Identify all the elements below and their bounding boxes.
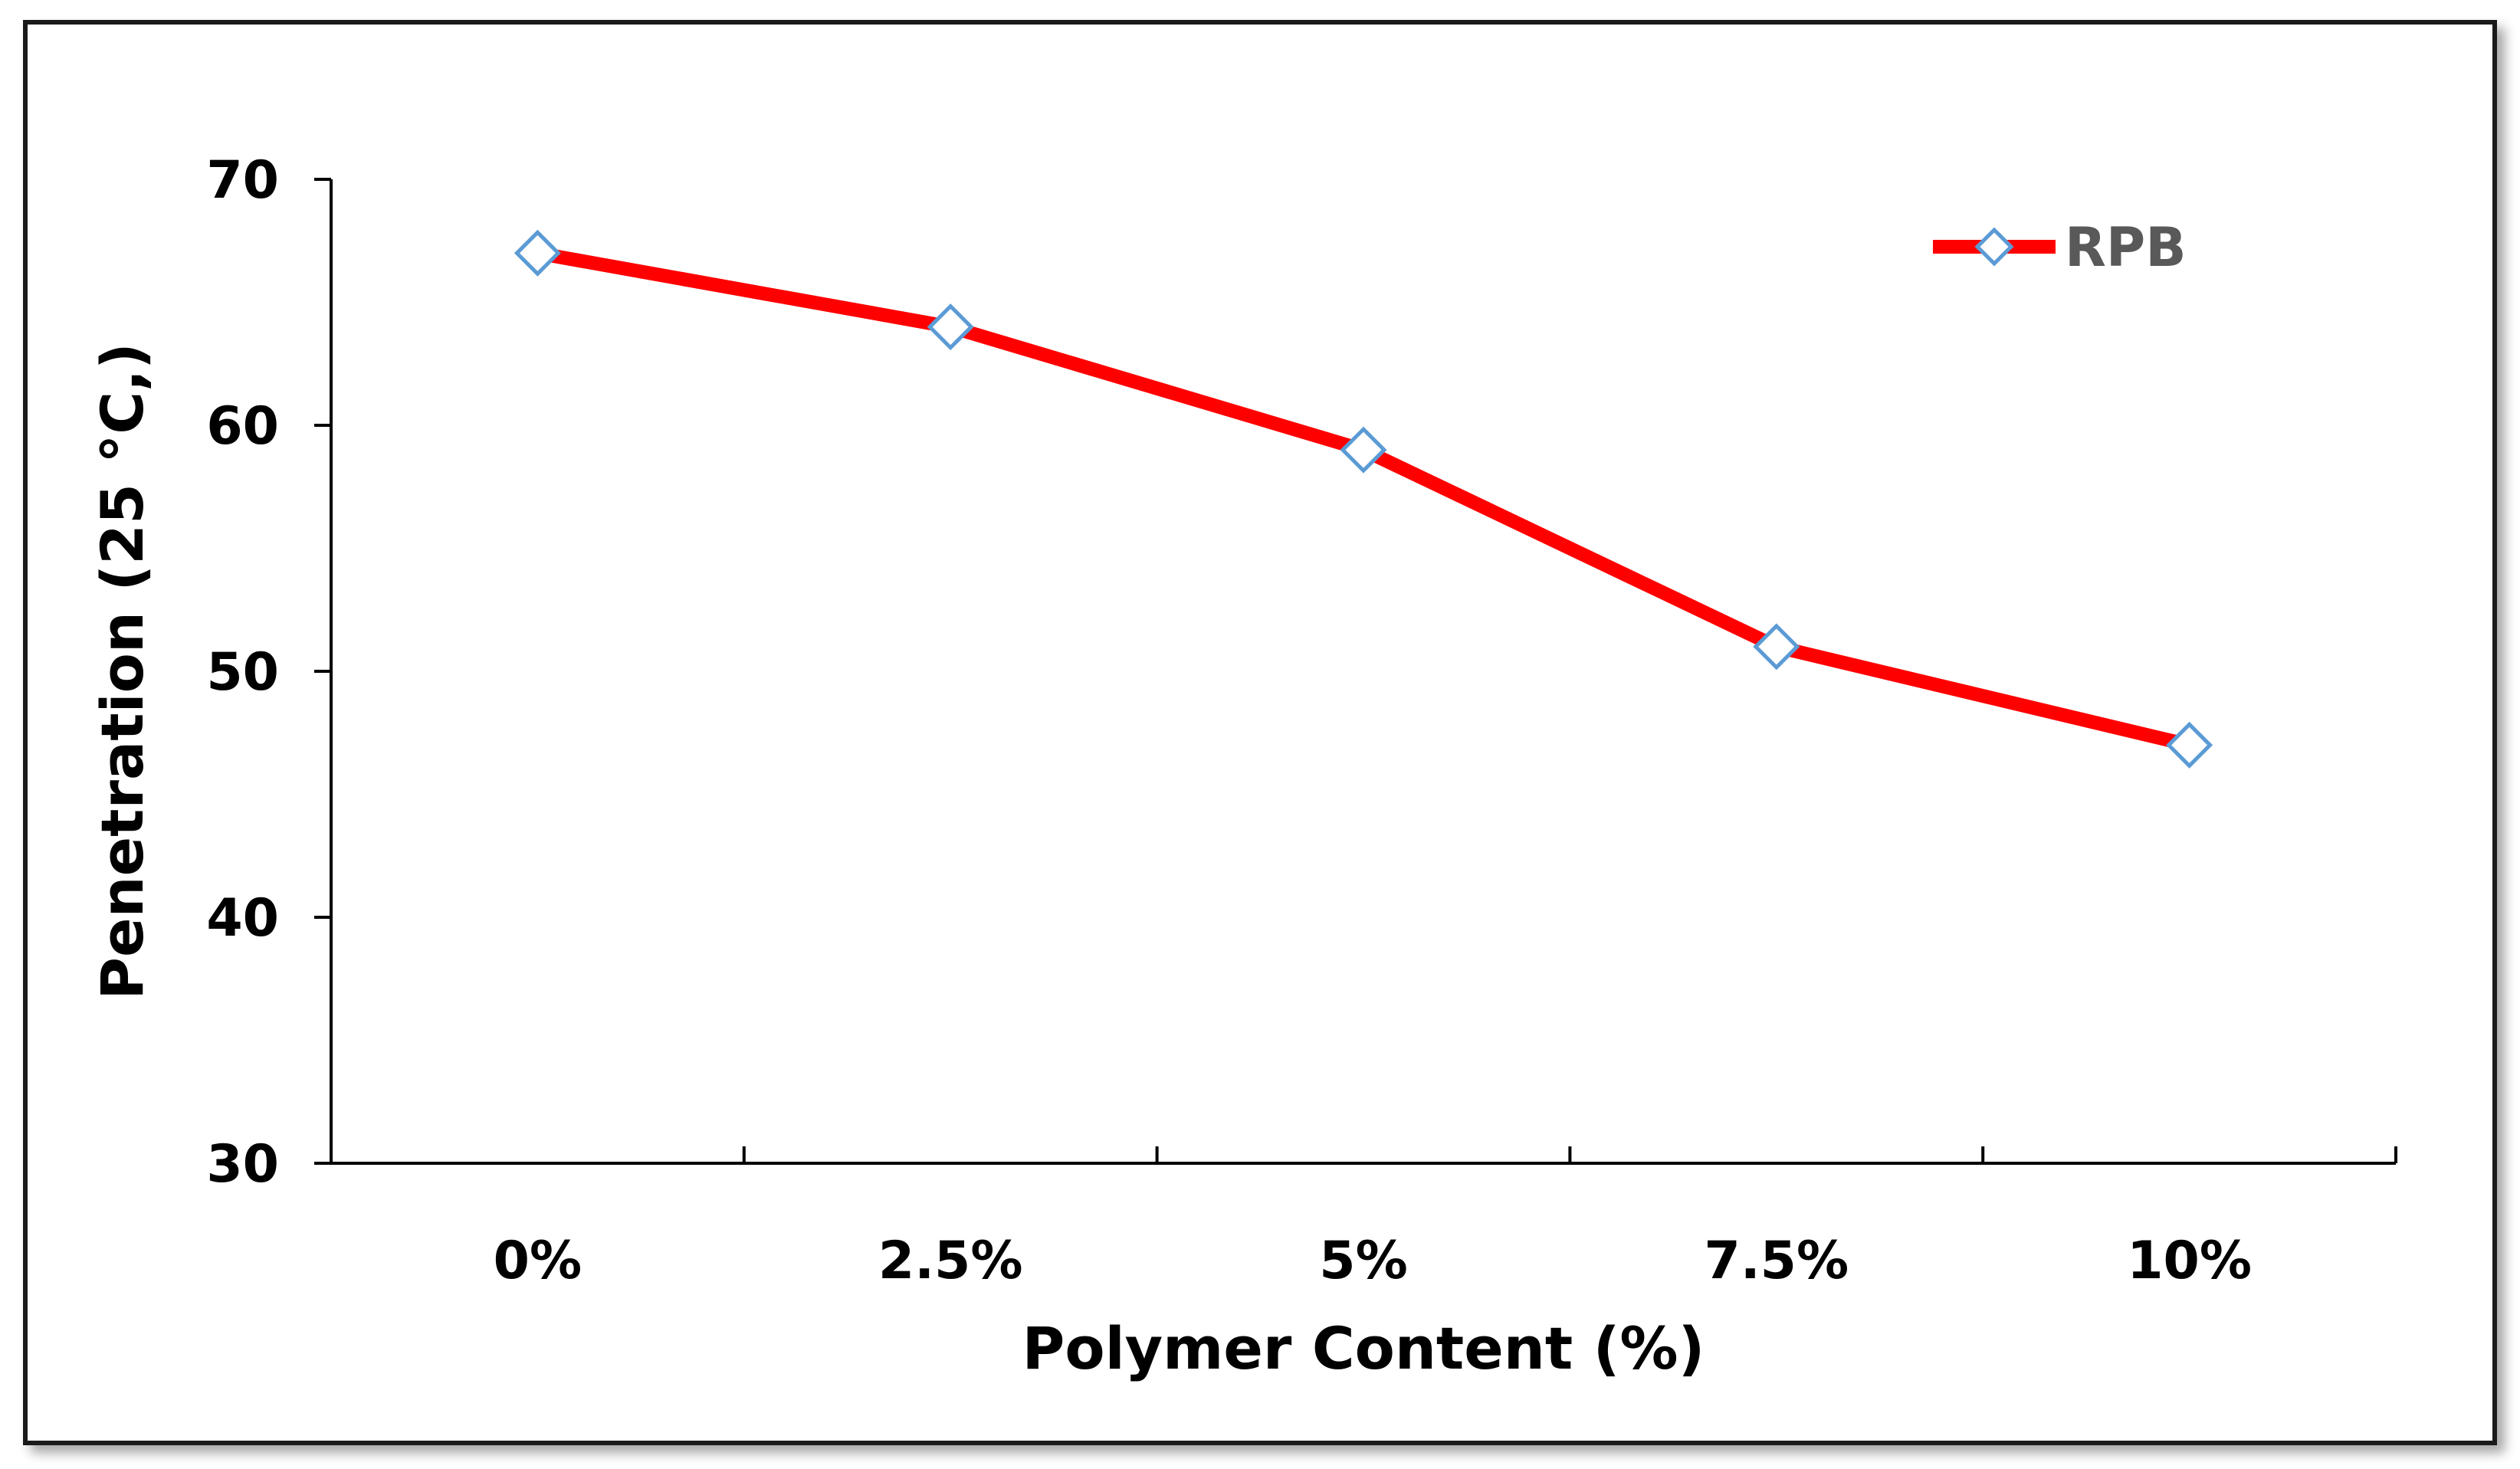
x-tick-label: 0% [494,1231,582,1291]
series-line-rpb [530,246,2197,753]
y-tick-label: 40 [206,888,279,949]
legend: RPB [1933,216,2187,279]
y-tick-label: 30 [206,1134,279,1195]
y-axis-title: Penetration (25 °C,) [88,343,156,1000]
x-tick-label: 10% [2127,1231,2252,1291]
y-axis: 30 40 50 60 70 [206,150,333,1195]
legend-label: RPB [2065,216,2187,279]
x-axis-title: Polymer Content (%) [1022,1314,1705,1382]
x-axis: 0% 2.5% 5% 7.5% 10% [330,1146,2397,1291]
data-point-marker [514,229,561,277]
chart-frame [23,20,2497,1445]
data-point-marker [1340,426,1387,474]
y-tick-label: 60 [206,396,279,457]
data-point-marker [927,303,974,351]
legend-swatch-marker [1974,227,2014,267]
series-layer [514,229,2213,769]
data-point-marker [2166,721,2213,769]
y-tick-label: 70 [206,150,279,211]
y-tick-label: 50 [206,642,279,703]
x-tick-label: 2.5% [878,1231,1023,1291]
data-point-marker [1753,623,1800,671]
x-tick-label: 5% [1319,1231,1407,1291]
x-tick-label: 7.5% [1705,1231,1849,1291]
